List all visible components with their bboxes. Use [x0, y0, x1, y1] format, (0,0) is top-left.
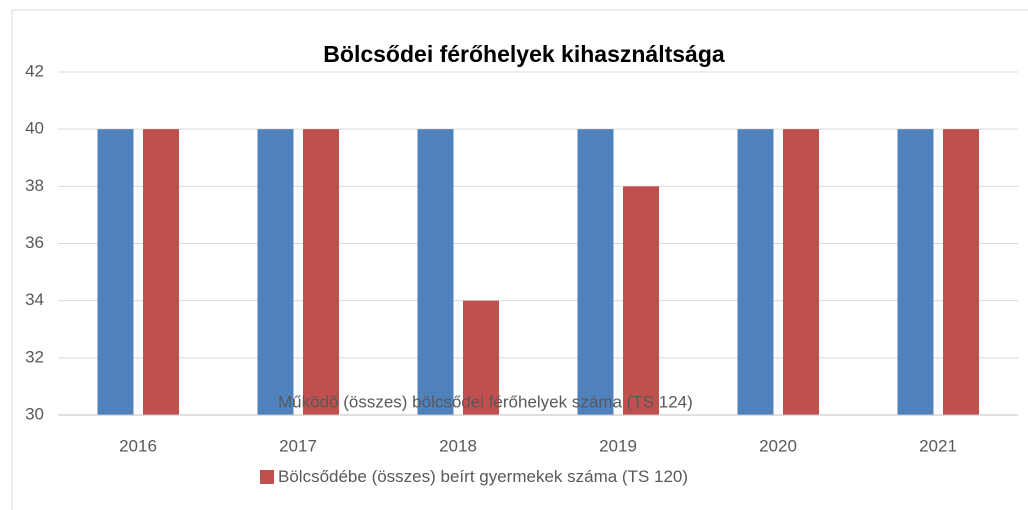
bar [303, 129, 339, 415]
bar [623, 186, 659, 415]
bar [257, 129, 294, 415]
x-tick-label: 2016 [119, 436, 157, 455]
y-tick-label: 32 [25, 347, 44, 366]
x-tick-label: 2019 [599, 436, 637, 455]
bar [143, 129, 179, 415]
bar [943, 129, 979, 415]
y-tick-label: 42 [25, 61, 44, 80]
chart-border [11, 9, 1028, 510]
bar [737, 129, 774, 415]
chart-title: Bölcsődei férőhelyek kihasználtsága [323, 41, 725, 67]
x-tick-label: 2020 [759, 436, 797, 455]
x-tick-label: 2017 [279, 436, 317, 455]
bar [417, 129, 454, 415]
legend-label: Működő (összes) bölcsődei férőhelyek szá… [278, 392, 693, 411]
legend-marker [262, 396, 274, 408]
bar [897, 129, 934, 415]
x-tick-label: 2018 [439, 436, 477, 455]
bar [783, 129, 819, 415]
x-tick-label: 2021 [919, 436, 957, 455]
y-tick-label: 40 [25, 119, 44, 138]
bar [97, 129, 134, 415]
bar [463, 300, 499, 415]
legend-marker [260, 470, 274, 484]
bar [577, 129, 614, 415]
legend-label: Bölcsődébe (összes) beírt gyermekek szám… [278, 467, 689, 486]
y-tick-label: 36 [25, 233, 44, 252]
y-tick-label: 30 [25, 404, 44, 423]
y-tick-label: 34 [25, 290, 44, 309]
y-tick-label: 38 [25, 176, 44, 195]
